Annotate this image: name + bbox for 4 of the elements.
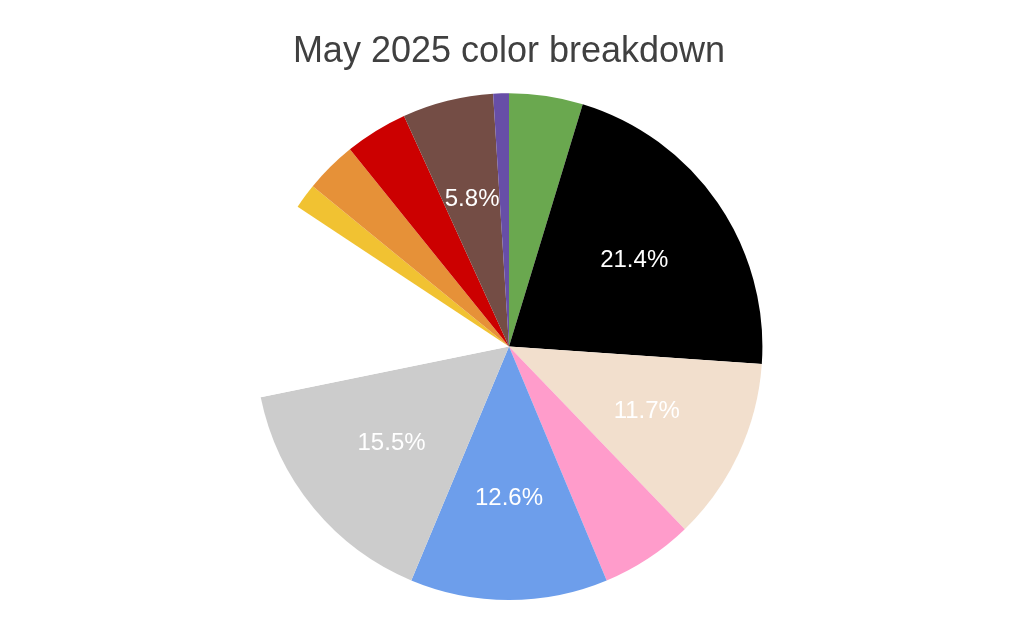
- chart-title: May 2025 color breakdown: [292, 28, 726, 70]
- data-label: 21.4%: [600, 244, 669, 272]
- data-label: 12.6%: [474, 483, 544, 511]
- data-label: 5.8%: [444, 183, 500, 211]
